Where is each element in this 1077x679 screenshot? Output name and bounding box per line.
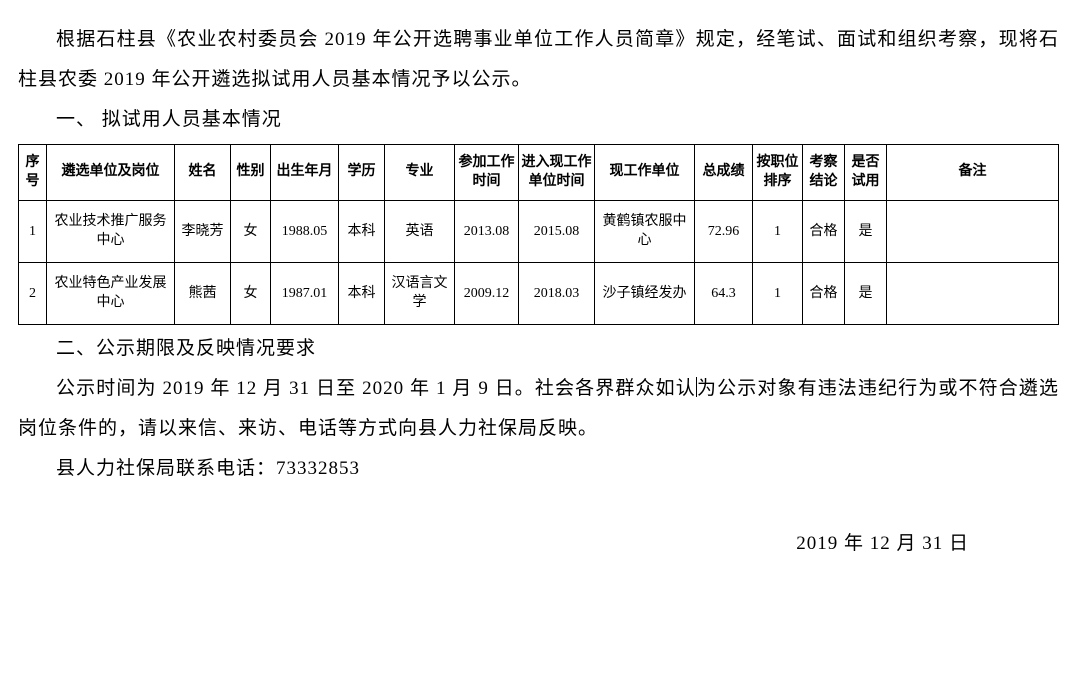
header-exam: 考察结论 xyxy=(803,144,845,200)
cell-currenttime: 2018.03 xyxy=(519,262,595,324)
cell-exam: 合格 xyxy=(803,200,845,262)
section-2-title: 二、公示期限及反映情况要求 xyxy=(18,329,1059,369)
header-remark: 备注 xyxy=(887,144,1059,200)
cell-edu: 本科 xyxy=(339,262,385,324)
cell-unit: 农业特色产业发展中心 xyxy=(47,262,175,324)
header-currenttime: 进入现工作单位时间 xyxy=(519,144,595,200)
personnel-table: 序号 遴选单位及岗位 姓名 性别 出生年月 学历 专业 参加工作时间 进入现工作… xyxy=(18,144,1059,325)
cell-currentunit: 沙子镇经发办 xyxy=(595,262,695,324)
text-cursor-icon xyxy=(696,377,697,397)
header-score: 总成绩 xyxy=(695,144,753,200)
date-text: 2019 年 12 月 31 日 xyxy=(18,528,1059,555)
cell-worktime: 2009.12 xyxy=(455,262,519,324)
publicity-paragraph: 公示时间为 2019 年 12 月 31 日至 2020 年 1 月 9 日。社… xyxy=(18,369,1059,449)
cell-score: 64.3 xyxy=(695,262,753,324)
header-edu: 学历 xyxy=(339,144,385,200)
contact-paragraph: 县人力社保局联系电话：73332853 xyxy=(18,449,1059,489)
cell-rank: 1 xyxy=(753,262,803,324)
cell-edu: 本科 xyxy=(339,200,385,262)
cell-seq: 1 xyxy=(19,200,47,262)
header-birth: 出生年月 xyxy=(271,144,339,200)
cell-seq: 2 xyxy=(19,262,47,324)
cell-name: 熊茜 xyxy=(175,262,231,324)
header-name: 姓名 xyxy=(175,144,231,200)
cell-trial: 是 xyxy=(845,262,887,324)
cell-birth: 1988.05 xyxy=(271,200,339,262)
cell-remark xyxy=(887,262,1059,324)
header-unit: 遴选单位及岗位 xyxy=(47,144,175,200)
header-gender: 性别 xyxy=(231,144,271,200)
cell-rank: 1 xyxy=(753,200,803,262)
cell-gender: 女 xyxy=(231,262,271,324)
table-row: 1 农业技术推广服务中心 李晓芳 女 1988.05 本科 英语 2013.08… xyxy=(19,200,1059,262)
cell-trial: 是 xyxy=(845,200,887,262)
cell-major: 汉语言文学 xyxy=(385,262,455,324)
cell-currenttime: 2015.08 xyxy=(519,200,595,262)
cell-birth: 1987.01 xyxy=(271,262,339,324)
cell-worktime: 2013.08 xyxy=(455,200,519,262)
table-header-row: 序号 遴选单位及岗位 姓名 性别 出生年月 学历 专业 参加工作时间 进入现工作… xyxy=(19,144,1059,200)
cell-unit: 农业技术推广服务中心 xyxy=(47,200,175,262)
section-1-title: 一、 拟试用人员基本情况 xyxy=(18,100,1059,140)
intro-paragraph: 根据石柱县《农业农村委员会 2019 年公开选聘事业单位工作人员简章》规定，经笔… xyxy=(18,20,1059,100)
header-seq: 序号 xyxy=(19,144,47,200)
header-currentunit: 现工作单位 xyxy=(595,144,695,200)
header-trial: 是否试用 xyxy=(845,144,887,200)
cell-name: 李晓芳 xyxy=(175,200,231,262)
header-major: 专业 xyxy=(385,144,455,200)
cell-score: 72.96 xyxy=(695,200,753,262)
cell-major: 英语 xyxy=(385,200,455,262)
cell-gender: 女 xyxy=(231,200,271,262)
cell-exam: 合格 xyxy=(803,262,845,324)
publicity-text-a: 公示时间为 2019 年 12 月 31 日至 2020 年 1 月 9 日。社… xyxy=(56,378,696,399)
table-row: 2 农业特色产业发展中心 熊茜 女 1987.01 本科 汉语言文学 2009.… xyxy=(19,262,1059,324)
header-worktime: 参加工作时间 xyxy=(455,144,519,200)
cell-remark xyxy=(887,200,1059,262)
cell-currentunit: 黄鹤镇农服中心 xyxy=(595,200,695,262)
header-rank: 按职位排序 xyxy=(753,144,803,200)
